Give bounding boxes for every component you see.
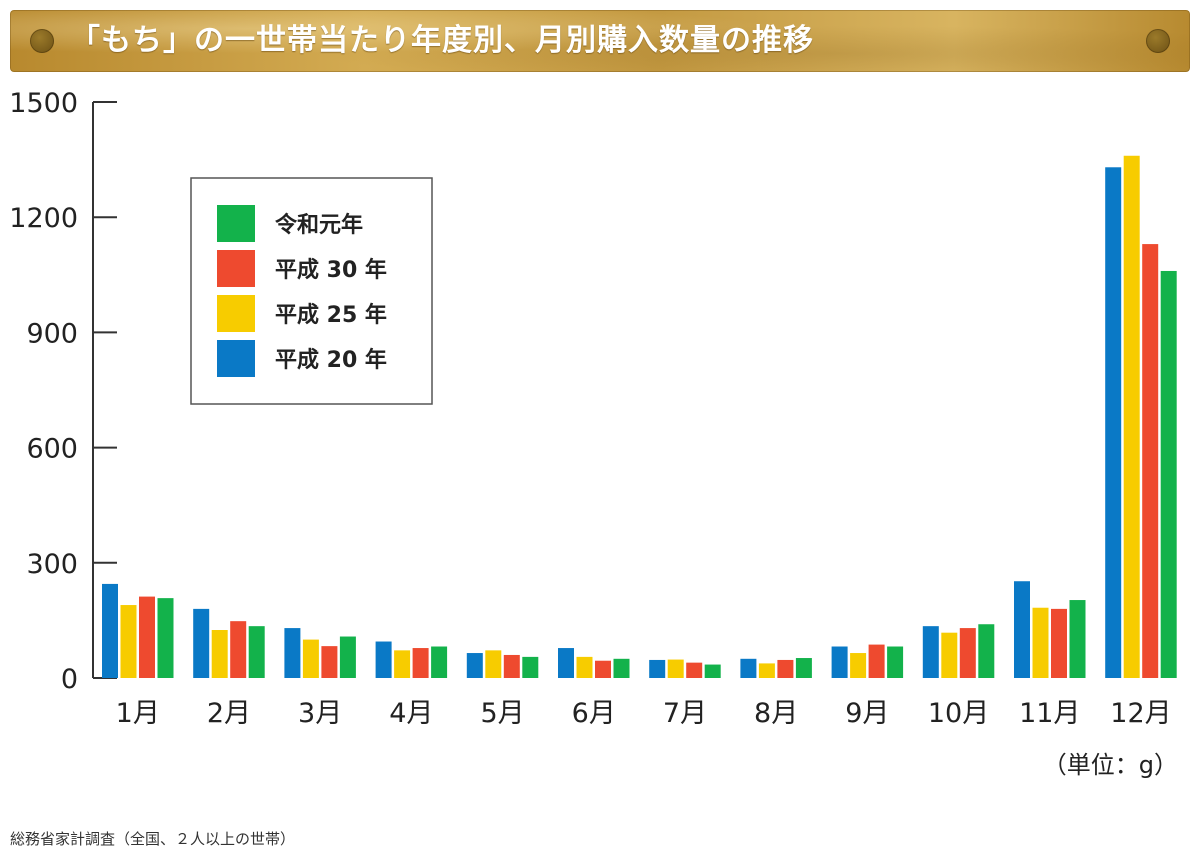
bar: [868, 644, 885, 678]
x-tick-label: 1月: [116, 698, 160, 729]
x-tick-label: 7月: [663, 698, 707, 729]
bar: [284, 628, 301, 678]
bar: [522, 656, 539, 678]
bar: [485, 650, 502, 678]
bar: [1105, 167, 1122, 678]
bar: [375, 641, 392, 678]
y-tick-label: 0: [61, 664, 78, 695]
y-tick-label: 300: [26, 549, 78, 580]
legend-label: 令和元年: [275, 212, 363, 238]
bar: [613, 658, 630, 678]
x-tick-label: 11月: [1019, 698, 1080, 729]
bar: [959, 628, 976, 678]
bar: [157, 598, 174, 678]
legend-swatch: [217, 340, 255, 377]
x-tick-label: 2月: [207, 698, 251, 729]
bar: [321, 646, 338, 678]
bar: [850, 653, 867, 678]
bar: [1032, 607, 1049, 678]
x-tick-label: 3月: [298, 698, 342, 729]
x-tick-label: 4月: [389, 698, 433, 729]
bar: [777, 659, 794, 678]
bar: [230, 621, 247, 678]
bar: [139, 596, 155, 678]
bar: [978, 624, 995, 678]
bar: [302, 639, 319, 678]
right-ornament-dot: [1146, 29, 1170, 53]
bar: [1069, 600, 1086, 678]
bar: [466, 653, 483, 678]
bar: [595, 660, 611, 678]
y-tick-label: 1500: [9, 88, 78, 119]
bar-chart: 0 300 600 900 1200 1500 1月 2月 3月 4月 5月 6月 7月 8月 9月 10月…: [9, 88, 1177, 729]
bar: [795, 658, 812, 678]
bar: [558, 648, 574, 678]
bar: [831, 646, 848, 678]
legend-swatch: [217, 250, 255, 287]
x-tick-label: 12月: [1110, 698, 1171, 729]
bar: [431, 646, 448, 678]
legend-swatch: [217, 295, 255, 332]
x-tick-label: 9月: [845, 698, 889, 729]
bar: [740, 658, 757, 678]
bar: [1014, 581, 1030, 678]
legend-label: 平成 25 年: [275, 302, 387, 328]
bar: [922, 626, 939, 678]
bar: [394, 650, 411, 678]
legend-swatch: [217, 205, 255, 242]
bar: [941, 632, 958, 678]
left-ornament-dot: [30, 29, 54, 53]
bar: [503, 654, 520, 678]
bars: [102, 155, 1177, 678]
unit-note: （単位：g）: [1042, 751, 1178, 779]
bar: [102, 583, 118, 678]
source-note: 総務省家計調査（全国、２人以上の世帯）: [10, 830, 296, 848]
bar: [1160, 270, 1177, 678]
bar: [686, 662, 703, 678]
bar: [758, 663, 775, 678]
x-tick-label: 8月: [754, 698, 798, 729]
bar: [1142, 244, 1159, 678]
bar: [704, 664, 721, 678]
bar: [1051, 608, 1067, 678]
chart-title: 「もち」の一世帯当たり年度別、月別購入数量の推移: [70, 23, 814, 58]
legend-label: 平成 30 年: [275, 257, 387, 283]
bar: [576, 656, 593, 678]
y-tick-label: 1200: [9, 203, 78, 234]
title-bar: 「もち」の一世帯当たり年度別、月別購入数量の推移: [10, 10, 1190, 72]
bar: [412, 648, 429, 678]
bar: [667, 659, 684, 678]
bar: [339, 636, 356, 678]
bar: [248, 626, 265, 678]
x-tick-label: 6月: [572, 698, 616, 729]
y-tick-label: 600: [26, 434, 78, 465]
bar: [887, 646, 904, 678]
bar: [211, 630, 228, 678]
bar: [120, 605, 137, 678]
x-axis: 1月 2月 3月 4月 5月 6月 7月 8月 9月 10月 11月 12月: [116, 698, 1172, 729]
y-tick-label: 900: [26, 318, 78, 349]
bar: [193, 608, 210, 678]
x-tick-label: 5月: [480, 698, 524, 729]
bar: [649, 659, 666, 678]
legend-label: 平成 20 年: [275, 347, 387, 373]
y-axis: 0 300 600 900 1200 1500: [9, 88, 117, 695]
x-tick-label: 10月: [928, 698, 989, 729]
bar: [1123, 155, 1140, 678]
